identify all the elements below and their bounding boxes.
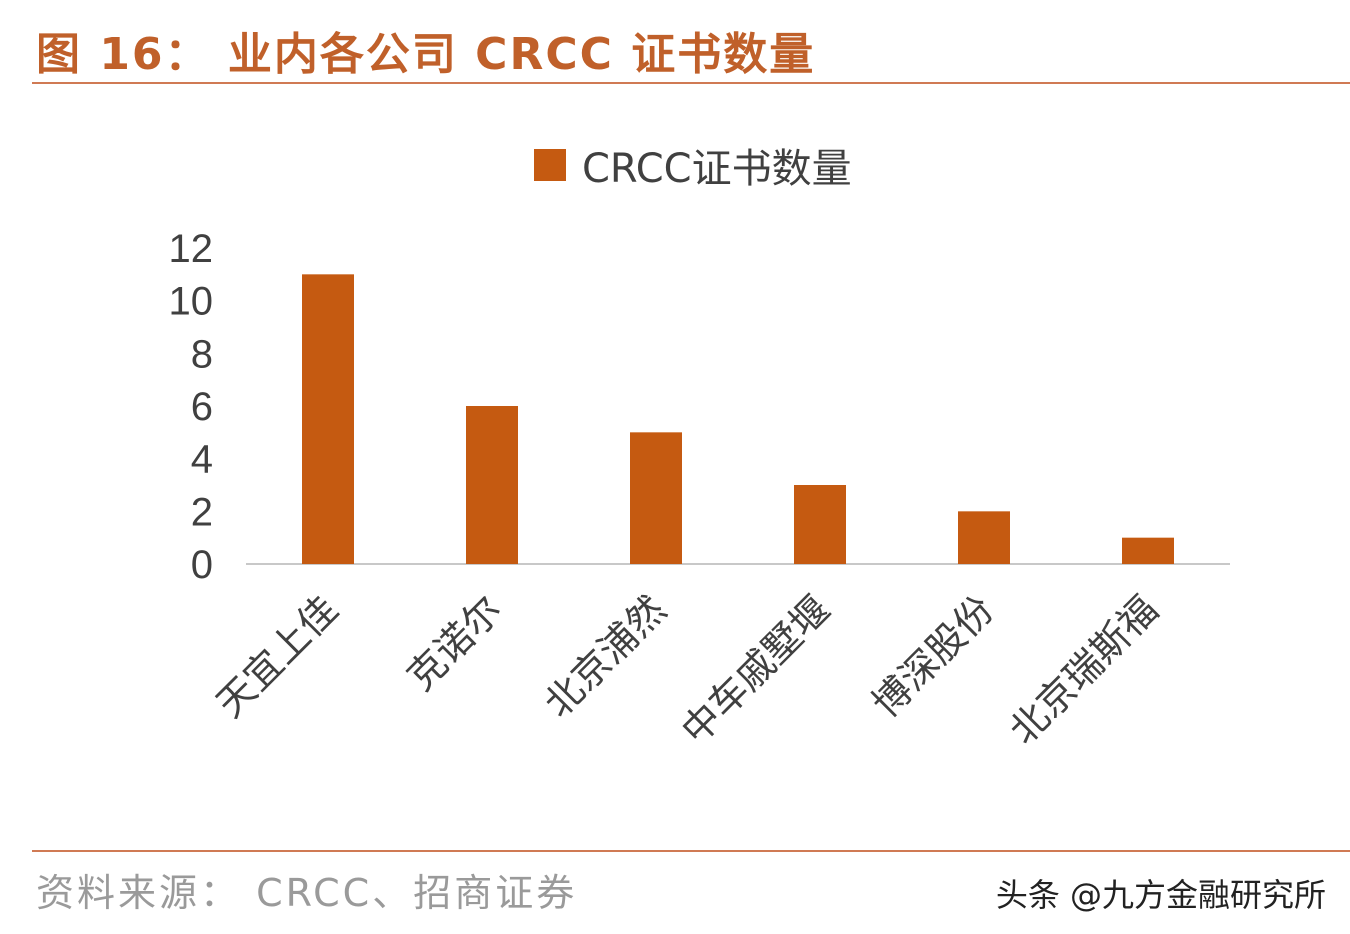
bar-5	[958, 511, 1010, 564]
y-tick-label: 4	[191, 438, 213, 482]
y-tick-label: 2	[191, 490, 213, 534]
y-tick-label: 12	[169, 227, 214, 271]
bar-2	[466, 406, 518, 564]
y-tick-label: 8	[191, 332, 213, 376]
y-tick-label: 6	[191, 385, 213, 429]
x-category-label: 博深股份	[864, 587, 1003, 726]
bar-3	[630, 432, 682, 564]
chart-legend: CRCC证书数量	[534, 136, 852, 194]
x-category-label: 北京瑞斯福	[1001, 587, 1166, 752]
bar-4	[794, 485, 846, 564]
legend-swatch	[534, 149, 566, 181]
y-tick-label: 10	[169, 280, 214, 324]
title-divider	[32, 82, 1350, 84]
bar-1	[302, 274, 354, 564]
legend-label: CRCC证书数量	[582, 146, 852, 192]
y-tick-label: 0	[191, 543, 213, 587]
x-category-label: 北京浦然	[536, 587, 675, 726]
x-category-label: 天宜上佳	[208, 587, 347, 726]
watermark: 头条 @九方金融研究所	[995, 876, 1326, 914]
bar-6	[1122, 537, 1174, 564]
x-category-label: 中车戚墅堰	[673, 587, 838, 752]
x-category-label: 克诺尔	[399, 587, 511, 699]
figure-title: 图 16： 业内各公司 CRCC 证书数量	[36, 29, 816, 80]
source-note: 资料来源： CRCC、招商证券	[36, 871, 578, 915]
footer-divider	[32, 850, 1350, 852]
